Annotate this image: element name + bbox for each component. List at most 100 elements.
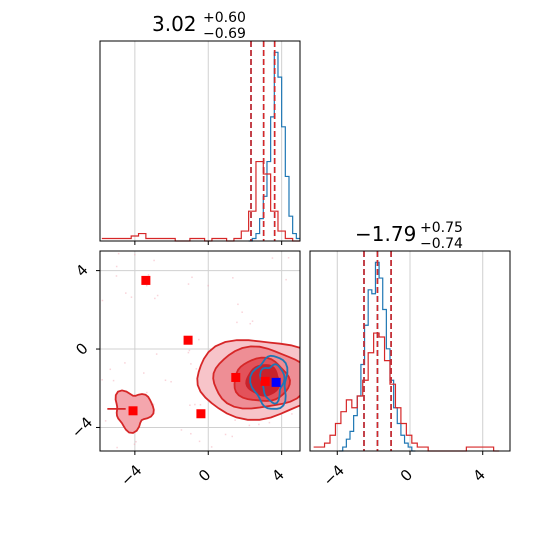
faint-sample-point — [198, 440, 201, 443]
tick-label: 0 — [195, 466, 214, 485]
faint-sample-point — [234, 419, 236, 421]
red-marker — [141, 275, 151, 285]
faint-sample-point — [248, 424, 251, 427]
faint-sample-point — [101, 299, 104, 302]
faint-sample-point — [258, 423, 260, 426]
faint-sample-point — [236, 321, 238, 324]
faint-sample-point — [191, 276, 193, 279]
faint-sample-point — [190, 432, 192, 435]
faint-sample-point — [164, 379, 167, 382]
title-plus-error: +0.60 — [203, 10, 246, 26]
title-value: 3.02 — [152, 12, 197, 36]
axes-frame — [99, 250, 301, 452]
faint-sample-point — [232, 277, 234, 279]
faint-sample-point — [189, 404, 191, 406]
faint-sample-point — [101, 379, 103, 381]
tick-label: 0 — [397, 466, 416, 485]
faint-sample-point — [116, 446, 118, 449]
tick-label: 4 — [469, 466, 488, 485]
red-marker — [196, 409, 206, 419]
histogram-step-line — [313, 332, 500, 452]
faint-sample-point — [199, 403, 202, 406]
faint-sample-point — [145, 284, 148, 287]
red-marker — [260, 376, 270, 386]
faint-sample-point — [143, 372, 145, 374]
density-contours — [107, 339, 300, 434]
tick-label: −4 — [320, 461, 348, 489]
grid-lines — [336, 251, 484, 451]
faint-sample-point — [187, 283, 190, 285]
faint-sample-point — [153, 259, 155, 262]
faint-sample-point — [268, 421, 271, 424]
faint-sample-point — [291, 413, 293, 415]
red-marker — [183, 335, 193, 345]
faint-sample-point — [207, 284, 209, 287]
faint-sample-point — [115, 265, 118, 268]
faint-sample-point — [152, 403, 155, 406]
histogram-series — [101, 51, 300, 242]
faint-sample-point — [124, 362, 126, 364]
faint-sample-point — [133, 443, 136, 446]
blue-marker — [271, 377, 281, 387]
faint-sample-point — [190, 363, 192, 365]
faint-sample-point — [156, 294, 159, 297]
red-marker — [231, 372, 241, 382]
quantile-lines — [363, 251, 392, 451]
red-marker — [128, 406, 138, 416]
point-markers — [128, 275, 281, 419]
faint-sample-point — [112, 379, 115, 382]
faint-sample-point — [287, 257, 290, 259]
histogram-panel-param-1: 3.02 +0.60 −0.69 — [99, 10, 301, 245]
faint-sample-point — [154, 297, 156, 300]
faint-sample-point — [251, 320, 254, 322]
x-ticks: −4 0 4 — [320, 451, 489, 490]
histogram-step-line — [248, 51, 300, 242]
histogram-panel-param-2: −4 0 4 −1.79 +0.75 −0.74 — [309, 220, 511, 490]
faint-sample-point — [146, 391, 148, 394]
faint-sample-point — [231, 435, 233, 438]
faint-sample-point — [249, 322, 251, 325]
blue-contour-outer — [249, 354, 289, 410]
faint-sample-point — [130, 296, 133, 298]
faint-sample-point — [198, 338, 200, 341]
tick-label: 0 — [72, 339, 91, 358]
faint-sample-point — [241, 311, 243, 313]
x-ticks — [134, 241, 283, 245]
x-ticks: −4 0 4 — [117, 451, 288, 490]
tick-label: 4 — [72, 261, 91, 280]
faint-sample-point — [155, 353, 158, 355]
title-minus-error: −0.74 — [420, 236, 463, 252]
faint-sample-point — [195, 368, 198, 370]
tick-label: −4 — [117, 461, 145, 489]
faint-sample-point — [210, 446, 213, 448]
faint-sample-point — [104, 420, 107, 422]
scatter-contour-panel: −4 0 4 −4 0 4 — [68, 250, 301, 490]
faint-sample-point — [147, 274, 150, 276]
faint-sample-point — [117, 252, 120, 255]
faint-sample-point — [271, 257, 274, 259]
grid-lines — [134, 41, 283, 241]
faint-sample-point — [134, 253, 136, 256]
faint-sample-point — [125, 292, 127, 294]
tick-label: −4 — [68, 413, 96, 441]
histogram-series — [313, 261, 500, 452]
quantile-lines — [250, 41, 276, 241]
faint-sample-point — [187, 351, 190, 354]
faint-sample-point — [109, 368, 112, 371]
y-ticks: −4 0 4 — [68, 261, 100, 442]
faint-sample-point — [115, 275, 118, 277]
faint-sample-point — [194, 403, 196, 406]
faint-sample-point — [224, 433, 227, 436]
faint-sample-point — [135, 440, 137, 443]
faint-sample-point — [188, 349, 191, 352]
faint-sample-point — [180, 429, 183, 431]
title-minus-error: −0.69 — [203, 26, 246, 42]
title-value: −1.79 — [355, 222, 416, 246]
faint-sample-point — [237, 303, 239, 306]
title-plus-error: +0.75 — [420, 220, 463, 236]
histogram-step-line — [101, 160, 300, 242]
axes-frame — [99, 40, 301, 242]
faint-sample-point — [170, 380, 172, 383]
faint-sample-point — [285, 278, 287, 281]
